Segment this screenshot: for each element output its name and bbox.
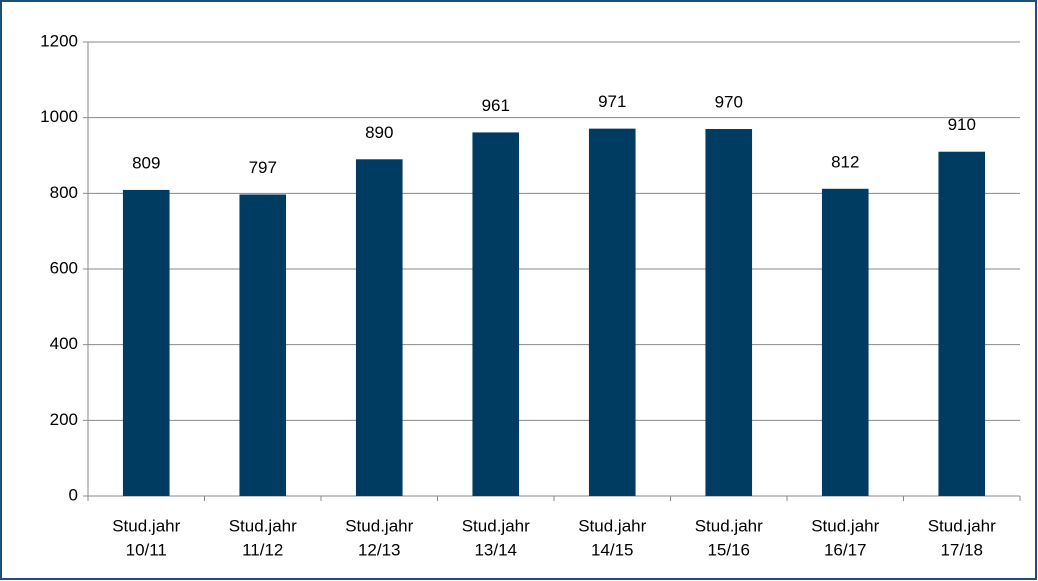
x-tick-label: 15/16 [707, 540, 750, 559]
bar [821, 188, 869, 496]
x-tick-label: 16/17 [824, 540, 867, 559]
x-tick-label: 11/12 [242, 540, 283, 559]
bar [472, 132, 520, 496]
data-label: 971 [598, 92, 626, 111]
data-label: 910 [948, 115, 976, 134]
x-tick-label: 14/15 [591, 540, 634, 559]
y-tick-label: 1200 [40, 31, 78, 50]
data-label: 961 [482, 96, 510, 115]
x-tick-label: Stud.jahr [578, 516, 646, 535]
x-tick-label: Stud.jahr [928, 516, 996, 535]
y-tick-label: 600 [50, 258, 78, 277]
y-tick-label: 1000 [40, 107, 78, 126]
y-tick-label: 200 [50, 410, 78, 429]
x-tick-label: Stud.jahr [229, 516, 297, 535]
data-label: 809 [132, 153, 160, 172]
data-label: 812 [831, 152, 859, 171]
x-tick-label: 13/14 [474, 540, 517, 559]
x-tick-label: Stud.jahr [462, 516, 530, 535]
bar [122, 189, 170, 496]
x-tick-label: 10/11 [126, 540, 167, 559]
x-tick-label: 17/18 [940, 540, 983, 559]
x-tick-label: Stud.jahr [112, 516, 180, 535]
data-label: 890 [365, 123, 393, 142]
data-label: 970 [715, 93, 743, 112]
x-tick-label: 12/13 [358, 540, 401, 559]
data-label: 797 [249, 158, 277, 177]
bar [938, 151, 986, 496]
bar [588, 128, 636, 496]
y-tick-label: 0 [69, 485, 78, 504]
y-tick-label: 400 [50, 334, 78, 353]
bar [239, 194, 287, 497]
x-tick-label: Stud.jahr [695, 516, 763, 535]
bar [355, 159, 403, 497]
y-tick-label: 800 [50, 183, 78, 202]
bar [705, 129, 753, 496]
x-tick-label: Stud.jahr [811, 516, 879, 535]
x-tick-label: Stud.jahr [345, 516, 413, 535]
